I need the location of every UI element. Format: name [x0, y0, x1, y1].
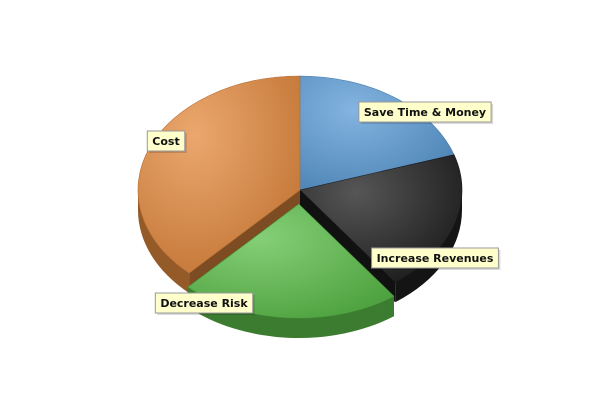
slice-label-increase-revenues: Increase Revenues [371, 247, 501, 270]
slice-wall-cost [138, 190, 190, 294]
slice-label-box [146, 130, 186, 152]
slice-label-box [154, 292, 254, 314]
slice-label-box [371, 247, 499, 269]
slice-label-cost: Cost [146, 130, 187, 153]
slice-wall-decrease-risk [187, 287, 394, 339]
slice-label-save-time-money: Save Time & Money [358, 101, 494, 124]
slice-label-decrease-risk: Decrease Risk [154, 292, 255, 315]
pie-slice-save-time-money [299, 75, 455, 191]
slice-label-text: Cost [152, 135, 179, 148]
slice-label-text: Decrease Risk [160, 297, 248, 310]
slice-label-box [358, 101, 492, 123]
pie-labels: Save Time & Money Increase Revenues Decrea… [146, 101, 501, 315]
slice-label-text: Save Time & Money [364, 106, 486, 119]
slice-label-text: Increase Revenues [377, 252, 494, 265]
slice-wall-increase-revenues [395, 190, 462, 303]
